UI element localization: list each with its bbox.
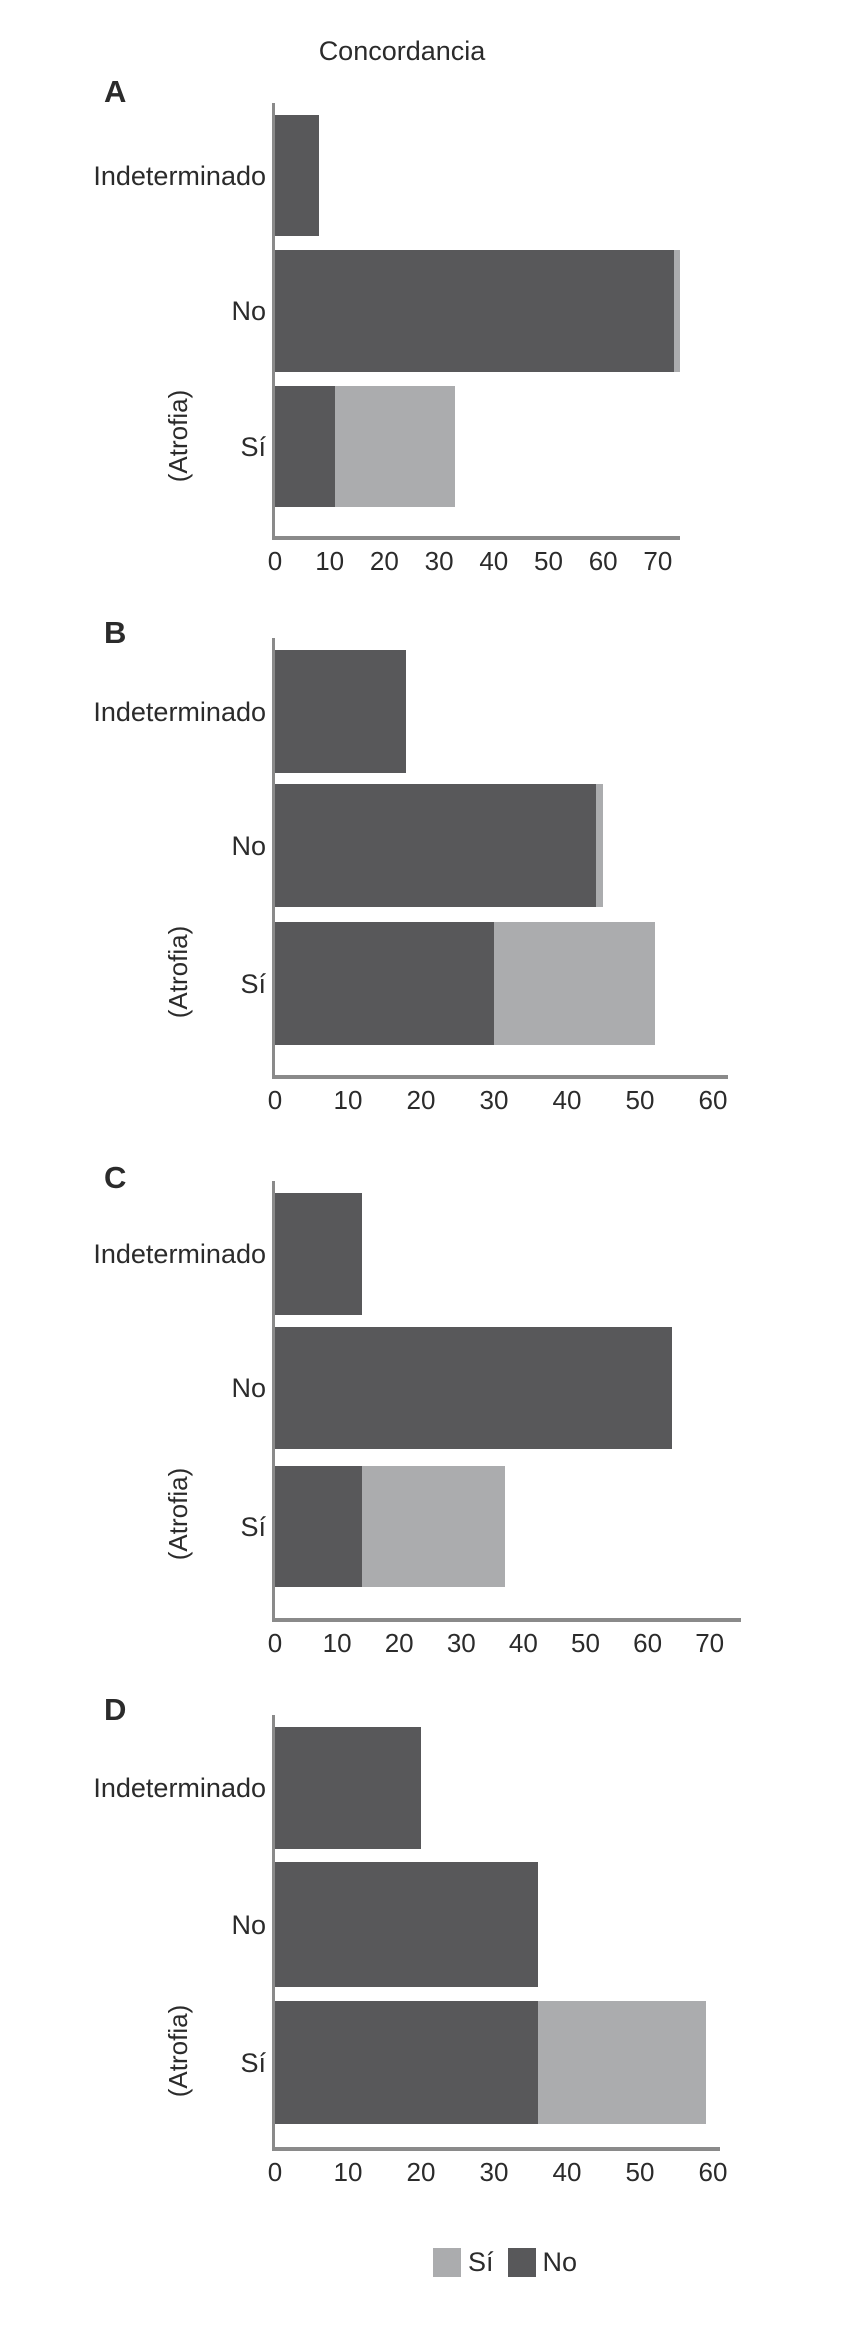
x-tick-C-30: 30 bbox=[446, 1628, 476, 1658]
legend-item-no: No bbox=[507, 2247, 578, 2277]
x-tick-D-60: 60 bbox=[698, 2157, 728, 2187]
x-tick-A-10: 10 bbox=[315, 546, 345, 576]
x-tick-C-50: 50 bbox=[571, 1628, 600, 1658]
x-tick-C-0: 0 bbox=[267, 1628, 283, 1658]
x-tick-C-70: 70 bbox=[695, 1628, 725, 1658]
x-axis-line-A bbox=[275, 536, 680, 540]
legend-item-si: Sí bbox=[432, 2247, 494, 2277]
y-axis-line-D bbox=[272, 1715, 275, 2151]
bar-segment-C-s-no bbox=[275, 1466, 362, 1587]
x-tick-B-10: 10 bbox=[333, 1085, 363, 1115]
category-label-D-1: No bbox=[231, 1909, 266, 1940]
x-tick-D-10: 10 bbox=[333, 2157, 363, 2187]
x-tick-B-60: 60 bbox=[698, 1085, 728, 1115]
category-label-B-0: Indeterminado bbox=[93, 696, 266, 727]
panel-label-B: B bbox=[104, 615, 127, 650]
bar-segment-C-indeterminado-no bbox=[275, 1193, 362, 1315]
bar-segment-C-s-s bbox=[361, 1466, 505, 1587]
x-tick-C-40: 40 bbox=[508, 1628, 538, 1658]
bar-segment-B-s-no bbox=[275, 922, 494, 1045]
x-tick-A-60: 60 bbox=[588, 546, 618, 576]
x-tick-C-10: 10 bbox=[322, 1628, 352, 1658]
x-tick-B-50: 50 bbox=[625, 1085, 655, 1115]
x-tick-C-20: 20 bbox=[384, 1628, 414, 1658]
bar-segment-C-no-no bbox=[275, 1327, 673, 1449]
x-tick-D-40: 40 bbox=[552, 2157, 582, 2187]
bar-segment-A-no-s bbox=[674, 250, 680, 372]
x-tick-B-0: 0 bbox=[267, 1085, 283, 1115]
x-tick-B-30: 30 bbox=[479, 1085, 509, 1115]
bar-segment-A-s-no bbox=[275, 386, 336, 507]
x-axis-line-C bbox=[275, 1618, 741, 1622]
bar-segment-A-s-s bbox=[335, 386, 456, 507]
y-axis-line-C bbox=[272, 1181, 275, 1622]
legend-label-no: No bbox=[542, 2247, 578, 2277]
x-axis-line-D bbox=[275, 2147, 721, 2151]
bar-segment-D-indeterminado-no bbox=[275, 1727, 421, 1849]
category-label-C-2: Sí bbox=[240, 1511, 266, 1542]
legend-swatch-si-icon bbox=[432, 2248, 461, 2277]
bar-segment-A-no-no bbox=[275, 250, 675, 372]
x-tick-D-0: 0 bbox=[267, 2157, 283, 2187]
bar-segment-B-no-no bbox=[275, 784, 597, 907]
bar-segment-D-s-no bbox=[275, 2001, 538, 2124]
x-tick-A-20: 20 bbox=[369, 546, 399, 576]
category-label-B-2: Sí bbox=[240, 968, 266, 999]
legend-label-si: Sí bbox=[467, 2247, 494, 2277]
x-tick-A-50: 50 bbox=[534, 546, 563, 576]
y-axis-line-A bbox=[272, 103, 275, 540]
panel-label-D: D bbox=[104, 1692, 127, 1727]
x-tick-D-50: 50 bbox=[625, 2157, 655, 2187]
bar-segment-D-no-no bbox=[275, 1862, 538, 1987]
panel-label-C: C bbox=[104, 1160, 127, 1195]
category-label-C-0: Indeterminado bbox=[93, 1239, 266, 1269]
y-axis-title-B: (Atrofia) bbox=[163, 925, 193, 1019]
bar-segment-A-indeterminado-no bbox=[275, 115, 319, 236]
bar-segment-D-s-s bbox=[537, 2001, 706, 2124]
panel-label-A: A bbox=[104, 74, 127, 109]
category-label-A-0: Indeterminado bbox=[93, 160, 266, 191]
x-tick-A-40: 40 bbox=[479, 546, 509, 576]
x-tick-A-30: 30 bbox=[424, 546, 454, 576]
category-label-D-2: Sí bbox=[240, 2047, 266, 2078]
y-axis-title-C: (Atrofia) bbox=[163, 1467, 193, 1561]
x-tick-D-30: 30 bbox=[479, 2157, 509, 2187]
x-tick-A-0: 0 bbox=[267, 546, 283, 576]
legend-swatch-no-icon bbox=[507, 2248, 536, 2277]
category-label-D-0: Indeterminado bbox=[93, 1773, 266, 1803]
category-label-C-1: No bbox=[231, 1373, 266, 1403]
x-tick-B-20: 20 bbox=[406, 1085, 436, 1115]
x-tick-A-70: 70 bbox=[643, 546, 673, 576]
bar-segment-B-s-s bbox=[494, 922, 655, 1045]
y-axis-line-B bbox=[272, 638, 275, 1079]
bar-segment-B-indeterminado-no bbox=[275, 650, 407, 773]
x-tick-D-20: 20 bbox=[406, 2157, 436, 2187]
x-tick-C-60: 60 bbox=[633, 1628, 663, 1658]
bar-segment-B-no-s bbox=[596, 784, 604, 907]
chart-title: Concordancia bbox=[318, 36, 486, 66]
category-label-B-1: No bbox=[231, 830, 266, 861]
y-axis-title-D: (Atrofia) bbox=[163, 2004, 193, 2098]
y-axis-title-A: (Atrofia) bbox=[163, 389, 193, 483]
x-axis-line-B bbox=[275, 1075, 728, 1079]
x-tick-B-40: 40 bbox=[552, 1085, 582, 1115]
legend: Sí No bbox=[78, 2248, 854, 2277]
category-label-A-1: No bbox=[231, 296, 266, 326]
category-label-A-2: Sí bbox=[240, 431, 266, 462]
